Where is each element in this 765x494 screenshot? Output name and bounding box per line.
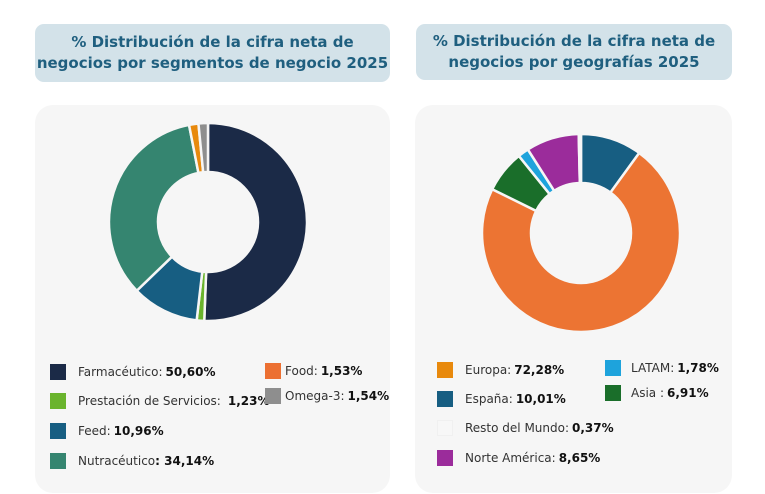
- slice-farmaceutico: [202, 121, 309, 323]
- geographies-donut-chart: [480, 132, 682, 334]
- legend-item-resto-del-mundo: Resto del Mundo: 0,37%: [437, 420, 614, 436]
- legend-label: Resto del Mundo:: [465, 421, 570, 435]
- chart-title-geographies: % Distribución de la cifra neta de negoc…: [416, 24, 732, 80]
- legend-label: Farmacéutico:: [78, 365, 163, 379]
- legend-label: Prestación de Servicios:: [78, 394, 221, 408]
- legend-value: 6,91%: [667, 386, 709, 400]
- legend-item-feed: Feed: 10,96%: [50, 423, 164, 439]
- legend-label: España:: [465, 392, 513, 406]
- legend-value: 1,78%: [677, 361, 719, 375]
- legend-value: 10,96%: [113, 424, 164, 438]
- legend-swatch: [50, 453, 66, 469]
- legend-label: Norte América:: [465, 451, 556, 465]
- legend-item-espana: España: 10,01%: [437, 391, 566, 407]
- segments-donut-chart: [107, 121, 309, 323]
- legend-value: : 34,14%: [155, 454, 215, 468]
- legend-value: 10,01%: [515, 392, 566, 406]
- legend-value: 1,54%: [347, 389, 390, 403]
- slice-europa: [480, 151, 682, 334]
- legend-label: Europa:: [465, 363, 512, 377]
- legend-item-omega-3: Omega-3: 1,54%: [265, 388, 389, 404]
- slice-nutraceutico: [107, 123, 200, 293]
- legend-item-europa: Europa: 72,28%: [437, 362, 564, 378]
- legend-value: 8,65%: [558, 451, 601, 465]
- slice-resto-del-mundo: [577, 132, 583, 185]
- legend-item-prestacion-servicios: Prestación de Servicios: 1,23%: [50, 393, 269, 409]
- legend-label: LATAM:: [631, 361, 675, 375]
- legend-label: Nutracéutico: [78, 454, 156, 468]
- legend-item-farmaceutico: Farmacéutico: 50,60%: [50, 364, 216, 380]
- legend-swatch: [437, 362, 453, 378]
- legend-label: Asia :: [631, 386, 665, 400]
- legend-item-asia: Asia :6,91%: [605, 385, 709, 401]
- legend-value: 72,28%: [514, 363, 565, 377]
- legend-value: 50,60%: [165, 365, 216, 379]
- legend-item-norte-america: Norte América: 8,65%: [437, 450, 600, 466]
- legend-label: Omega-3:: [285, 389, 345, 403]
- chart-title-segments: % Distribución de la cifra neta de negoc…: [35, 24, 390, 82]
- legend-item-latam: LATAM: 1,78%: [605, 360, 719, 376]
- legend-swatch: [605, 385, 621, 401]
- legend-swatch: [437, 391, 453, 407]
- legend-item-nutraceutico: Nutracéutico: 34,14%: [50, 453, 214, 469]
- legend-swatch: [50, 423, 66, 439]
- legend-label: Feed:: [78, 424, 111, 438]
- legend-value: 1,53%: [320, 364, 363, 378]
- legend-value: 1,23%: [227, 394, 270, 408]
- legend-swatch: [265, 363, 281, 379]
- legend-item-food: Food: 1,53%: [265, 363, 362, 379]
- legend-swatch: [50, 393, 66, 409]
- legend-swatch: [605, 360, 621, 376]
- legend-label: Food:: [285, 364, 318, 378]
- legend-swatch: [265, 388, 281, 404]
- legend-swatch: [437, 420, 453, 436]
- legend-value: 0,37%: [572, 421, 614, 435]
- legend-swatch: [437, 450, 453, 466]
- legend-swatch: [50, 364, 66, 380]
- slice-omega-3: [197, 121, 210, 174]
